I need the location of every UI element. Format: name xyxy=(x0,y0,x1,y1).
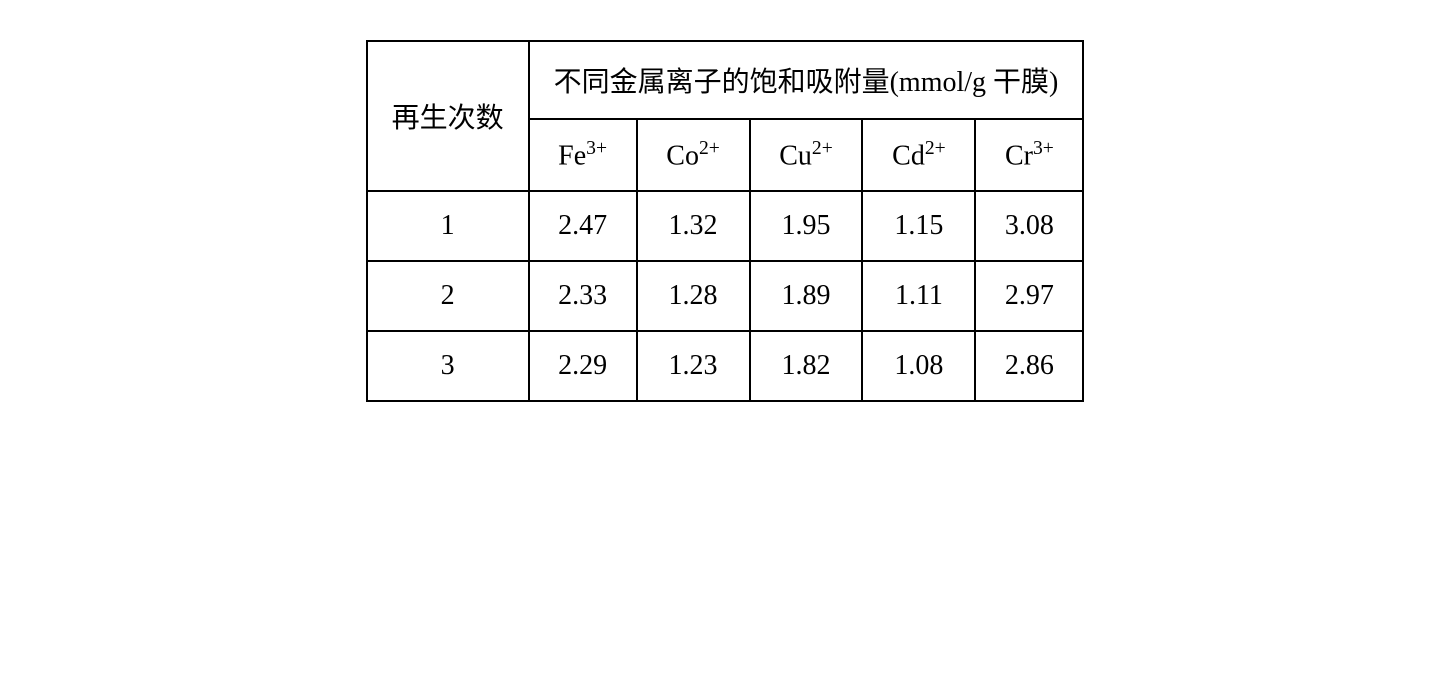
row-label: 1 xyxy=(367,191,529,261)
ion-header-co: Co2+ xyxy=(637,119,750,191)
data-cell: 2.33 xyxy=(529,261,637,331)
row-header-label: 再生次数 xyxy=(367,41,529,191)
row-label: 3 xyxy=(367,331,529,401)
ion-header-cu: Cu2+ xyxy=(750,119,863,191)
ion-charge: 3+ xyxy=(586,138,607,159)
ion-charge: 2+ xyxy=(812,138,833,159)
ion-symbol: Cr xyxy=(1005,140,1033,171)
table-row: 2 2.33 1.28 1.89 1.11 2.97 xyxy=(367,261,1084,331)
data-cell: 1.23 xyxy=(637,331,750,401)
data-cell: 1.32 xyxy=(637,191,750,261)
data-cell: 2.97 xyxy=(975,261,1083,331)
data-cell: 1.95 xyxy=(750,191,863,261)
data-cell: 2.47 xyxy=(529,191,637,261)
data-cell: 2.86 xyxy=(975,331,1083,401)
data-cell: 1.82 xyxy=(750,331,863,401)
ion-symbol: Cd xyxy=(892,140,925,171)
ion-charge: 2+ xyxy=(925,138,946,159)
ion-symbol: Fe xyxy=(558,140,586,171)
ion-charge: 2+ xyxy=(699,138,720,159)
data-cell: 1.11 xyxy=(862,261,975,331)
data-cell: 1.89 xyxy=(750,261,863,331)
table-row: 1 2.47 1.32 1.95 1.15 3.08 xyxy=(367,191,1084,261)
ion-charge: 3+ xyxy=(1033,138,1054,159)
row-label: 2 xyxy=(367,261,529,331)
data-cell: 1.15 xyxy=(862,191,975,261)
ion-header-cr: Cr3+ xyxy=(975,119,1083,191)
data-cell: 1.28 xyxy=(637,261,750,331)
data-cell: 2.29 xyxy=(529,331,637,401)
group-header: 不同金属离子的饱和吸附量(mmol/g 干膜) xyxy=(529,41,1084,119)
ion-symbol: Co xyxy=(666,140,699,171)
ion-symbol: Cu xyxy=(779,140,812,171)
header-row-1: 再生次数 不同金属离子的饱和吸附量(mmol/g 干膜) xyxy=(367,41,1084,119)
ion-header-fe: Fe3+ xyxy=(529,119,637,191)
ion-header-cd: Cd2+ xyxy=(862,119,975,191)
data-cell: 3.08 xyxy=(975,191,1083,261)
adsorption-table: 再生次数 不同金属离子的饱和吸附量(mmol/g 干膜) Fe3+ Co2+ C… xyxy=(366,40,1085,402)
data-cell: 1.08 xyxy=(862,331,975,401)
table-row: 3 2.29 1.23 1.82 1.08 2.86 xyxy=(367,331,1084,401)
